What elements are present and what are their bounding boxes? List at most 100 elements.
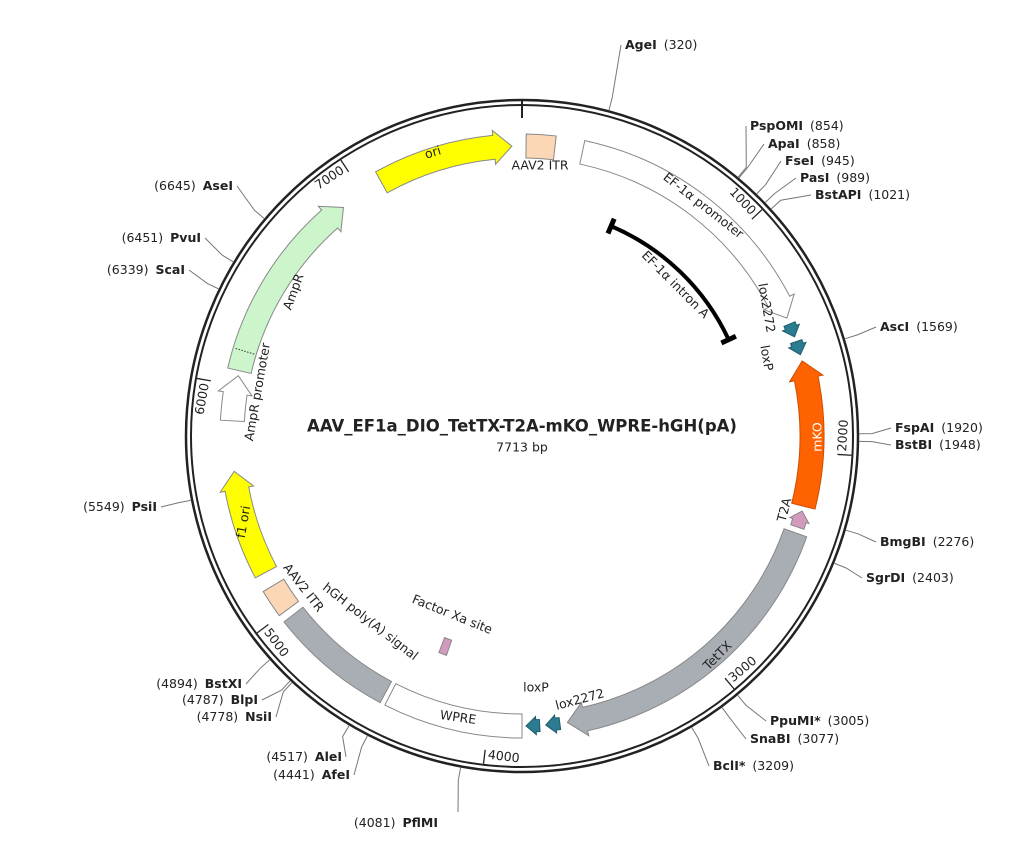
site-name: BclI* bbox=[713, 758, 746, 773]
site-label: (4894) BstXI bbox=[156, 676, 242, 691]
site-label: (4441) AfeI bbox=[273, 767, 350, 782]
site-name: PsiI bbox=[132, 499, 157, 514]
site-position: (3209) bbox=[752, 758, 794, 773]
site-name: BstAPI bbox=[815, 187, 861, 202]
site-name: AseI bbox=[203, 178, 233, 193]
feature-shape bbox=[579, 140, 795, 319]
site-name: ScaI bbox=[156, 262, 186, 277]
site-leader bbox=[691, 726, 710, 767]
site-leader bbox=[756, 160, 782, 195]
site-position: (3005) bbox=[828, 713, 870, 728]
site-name: BmgBI bbox=[880, 534, 926, 549]
site-position: (4894) bbox=[156, 676, 198, 691]
site-leader bbox=[457, 767, 462, 813]
site-leader bbox=[738, 143, 765, 179]
feature-shape bbox=[525, 715, 541, 736]
site-position: (5549) bbox=[83, 499, 125, 514]
feature-label: f1 ori bbox=[233, 504, 253, 539]
site-position: (989) bbox=[836, 170, 870, 185]
site-leader bbox=[188, 269, 220, 290]
site-leader bbox=[236, 185, 265, 220]
scale-tick bbox=[751, 209, 763, 220]
feature-label: mKO bbox=[810, 422, 825, 452]
feature-shape bbox=[787, 338, 807, 356]
site-position: (6451) bbox=[122, 230, 164, 245]
site-leader bbox=[721, 707, 747, 740]
site-leader bbox=[275, 682, 293, 718]
feature-shape bbox=[781, 321, 801, 338]
site-label: SgrDI (2403) bbox=[866, 570, 954, 585]
site-leader bbox=[608, 44, 622, 111]
site-label: (4787) BlpI bbox=[182, 692, 258, 707]
site-name: PpuMI* bbox=[770, 713, 821, 728]
site-label: (6451) PvuI bbox=[122, 230, 201, 245]
site-name: BlpI bbox=[231, 692, 258, 707]
site-leader bbox=[204, 237, 234, 263]
site-position: (2403) bbox=[912, 570, 954, 585]
site-position: (1569) bbox=[916, 319, 958, 334]
feature-label: EF-1α intron A bbox=[639, 248, 713, 322]
site-name: AscI bbox=[880, 319, 909, 334]
site-name: PspOMI bbox=[750, 118, 803, 133]
site-leader bbox=[160, 499, 192, 508]
scale-tick bbox=[340, 159, 350, 173]
intron-bar bbox=[610, 224, 731, 341]
site-name: FseI bbox=[785, 153, 814, 168]
feature-shape bbox=[566, 528, 808, 737]
site-leader bbox=[737, 125, 747, 178]
site-leader bbox=[342, 725, 350, 758]
feature-shape bbox=[262, 578, 300, 617]
site-position: (858) bbox=[807, 136, 841, 151]
feature-shape bbox=[227, 205, 345, 375]
site-leader bbox=[770, 194, 812, 210]
site-name: FspAI bbox=[895, 420, 934, 435]
site-position: (4787) bbox=[182, 692, 224, 707]
site-position: (1920) bbox=[941, 420, 983, 435]
site-name: SgrDI bbox=[866, 570, 905, 585]
site-label: (6339) ScaI bbox=[107, 262, 185, 277]
feature-label: T2A bbox=[773, 496, 794, 525]
features bbox=[217, 129, 825, 739]
site-label: (6645) AseI bbox=[154, 178, 233, 193]
site-position: (3077) bbox=[798, 731, 840, 746]
feature-label: AAV2 ITR bbox=[511, 158, 568, 173]
site-position: (4441) bbox=[273, 767, 315, 782]
feature-shape bbox=[545, 713, 562, 735]
site-label: BstAPI (1021) bbox=[815, 187, 910, 202]
feature-label: EF-1α promoter bbox=[660, 169, 747, 242]
site-label: (4778) NsiI bbox=[197, 709, 272, 724]
site-position: (1021) bbox=[868, 187, 910, 202]
site-name: BstBI bbox=[895, 437, 932, 452]
backbone-outer bbox=[184, 98, 860, 774]
site-name: BstXI bbox=[205, 676, 242, 691]
feature-shape bbox=[384, 683, 523, 739]
site-label: BclI* (3209) bbox=[713, 758, 794, 773]
scale-tick bbox=[837, 453, 852, 456]
site-label: BstBI (1948) bbox=[895, 437, 981, 452]
site-label: AgeI (320) bbox=[625, 37, 697, 52]
scale-tick bbox=[724, 677, 735, 690]
site-position: (320) bbox=[664, 37, 698, 52]
feature-shape bbox=[219, 470, 278, 579]
scale-tick bbox=[482, 749, 486, 764]
feature-shape bbox=[217, 374, 254, 422]
site-leader bbox=[764, 177, 797, 203]
feature-shape bbox=[283, 606, 393, 704]
site-name: SnaBI bbox=[750, 731, 791, 746]
site-position: (4517) bbox=[266, 749, 308, 764]
site-position: (4778) bbox=[197, 709, 239, 724]
site-name: AleI bbox=[315, 749, 342, 764]
site-leader bbox=[245, 659, 271, 685]
site-leader bbox=[353, 735, 368, 776]
scale-tick-label: 2000 bbox=[834, 419, 851, 452]
scale-tick-label: 4000 bbox=[487, 747, 520, 766]
scale-tick bbox=[196, 377, 211, 382]
feature-label: WPRE bbox=[439, 707, 477, 727]
site-label: (4517) AleI bbox=[266, 749, 342, 764]
site-leader bbox=[845, 529, 877, 543]
site-leader bbox=[858, 427, 892, 435]
scale-tick-label: 1000 bbox=[727, 184, 760, 217]
site-label: FseI (945) bbox=[785, 153, 855, 168]
intron-cap bbox=[605, 217, 617, 235]
